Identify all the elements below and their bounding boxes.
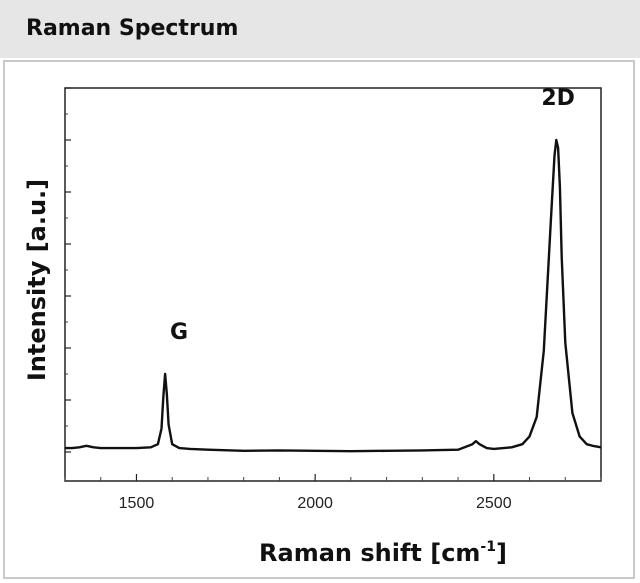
plot-frame bbox=[64, 87, 602, 482]
peak-label-g: G bbox=[170, 320, 188, 345]
chart-panel bbox=[3, 60, 635, 579]
x-ticks: 1500 2000 2500 bbox=[64, 474, 602, 512]
page-title: Raman Spectrum bbox=[26, 16, 239, 41]
y-ticks bbox=[65, 87, 71, 453]
peak-annotations: G 2D bbox=[170, 86, 575, 345]
x-tick-label: 2000 bbox=[297, 495, 333, 512]
x-tick-label: 1500 bbox=[119, 495, 155, 512]
x-axis-title: Raman shift [cm-1] bbox=[259, 539, 507, 567]
y-axis-title: Intensity [a.u.] bbox=[23, 179, 51, 381]
peak-label-2d: 2D bbox=[541, 86, 575, 111]
spectrum-line bbox=[65, 138, 602, 453]
x-tick-label: 2500 bbox=[476, 495, 512, 512]
header-bar: Raman Spectrum bbox=[0, 0, 640, 58]
